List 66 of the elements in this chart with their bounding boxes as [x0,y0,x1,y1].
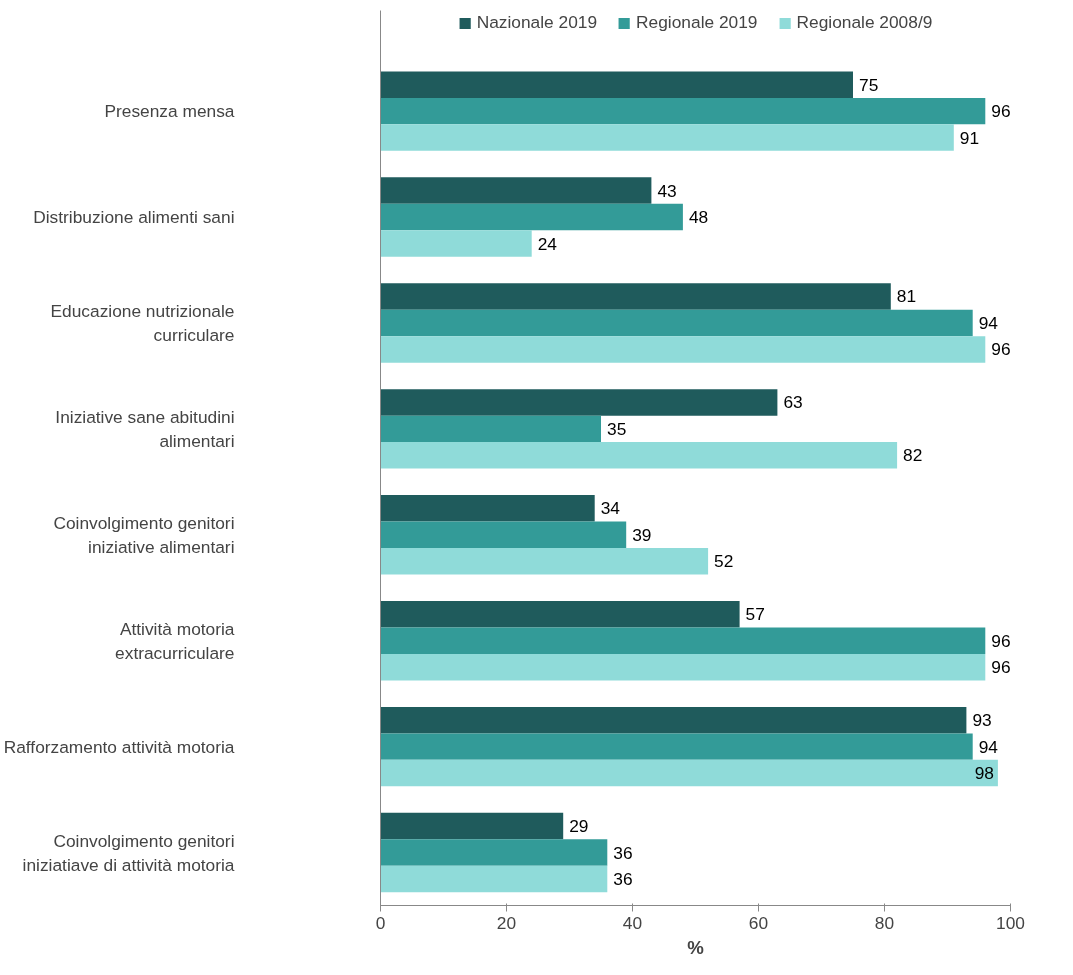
bar [380,415,601,443]
data-label: 94 [978,312,999,333]
bar [380,495,595,522]
data-label: 81 [896,286,917,307]
data-label: 93 [972,710,992,731]
bar [380,600,740,628]
bar [380,706,967,734]
y-tick-label: Coinvolgimento genitori iniziative alimentari [53,512,235,557]
bar [380,627,986,654]
bar [380,865,608,893]
data-label: 48 [688,207,709,228]
bar [380,389,778,416]
bar [380,97,986,125]
x-tick-label: 20 [496,912,517,933]
data-label: 39 [632,524,652,545]
data-label: 75 [859,74,879,95]
data-label: 96 [991,101,1011,122]
x-tick-label: 100 [996,912,1025,933]
data-label: 91 [959,127,980,148]
data-label: 34 [600,498,621,519]
data-label: 63 [783,392,803,413]
bar [380,124,954,151]
y-tick-label: Iniziative sane abitudini alimentari [55,406,235,451]
bar [380,839,608,866]
bar [380,812,564,840]
data-label: 96 [991,630,1011,651]
x-tick-label: 40 [622,912,643,933]
data-label: 98 [974,763,994,784]
data-label: 43 [657,180,677,201]
data-label: 24 [537,233,558,254]
data-label: 57 [745,604,765,625]
y-tick-label: Rafforzamento attività motoria [3,736,235,757]
bar [380,653,986,681]
bar [380,309,973,337]
y-tick-label: Distribuzione alimenti sani [33,207,235,228]
bar [380,177,652,204]
bar [380,336,986,363]
legend-label: Nazionale 2019 [476,12,598,33]
data-label: 94 [978,736,999,757]
data-label: 96 [991,657,1011,678]
data-label: 96 [991,339,1011,360]
bar [380,283,891,310]
data-label: 35 [607,418,627,439]
bar [380,548,709,575]
data-label: 36 [613,842,633,863]
x-axis-title: % [687,936,705,958]
legend-label: Regionale 2019 [636,12,758,33]
data-label: 29 [569,816,589,837]
bar [380,521,627,549]
y-tick-label: Coinvolgimento genitori iniziatiave di attività motoria [22,830,235,875]
x-tick-label: 60 [748,912,769,933]
bar [380,442,898,469]
x-tick-label: 0 [375,912,386,933]
bar [380,733,973,760]
bar [380,759,998,787]
y-tick-label: Attività motoria extracurriculare [115,618,235,663]
data-label: 52 [714,551,734,572]
legend-label: Regionale 2008/9 [796,12,933,33]
bar [380,203,683,231]
y-tick-label: Educazione nutrizionale curriculare [50,300,235,345]
data-label: 36 [613,869,633,890]
data-label: 82 [903,445,923,466]
bar [380,230,532,257]
bar [380,71,853,98]
y-tick-label: Presenza mensa [104,101,235,122]
x-tick-label: 80 [874,912,895,933]
